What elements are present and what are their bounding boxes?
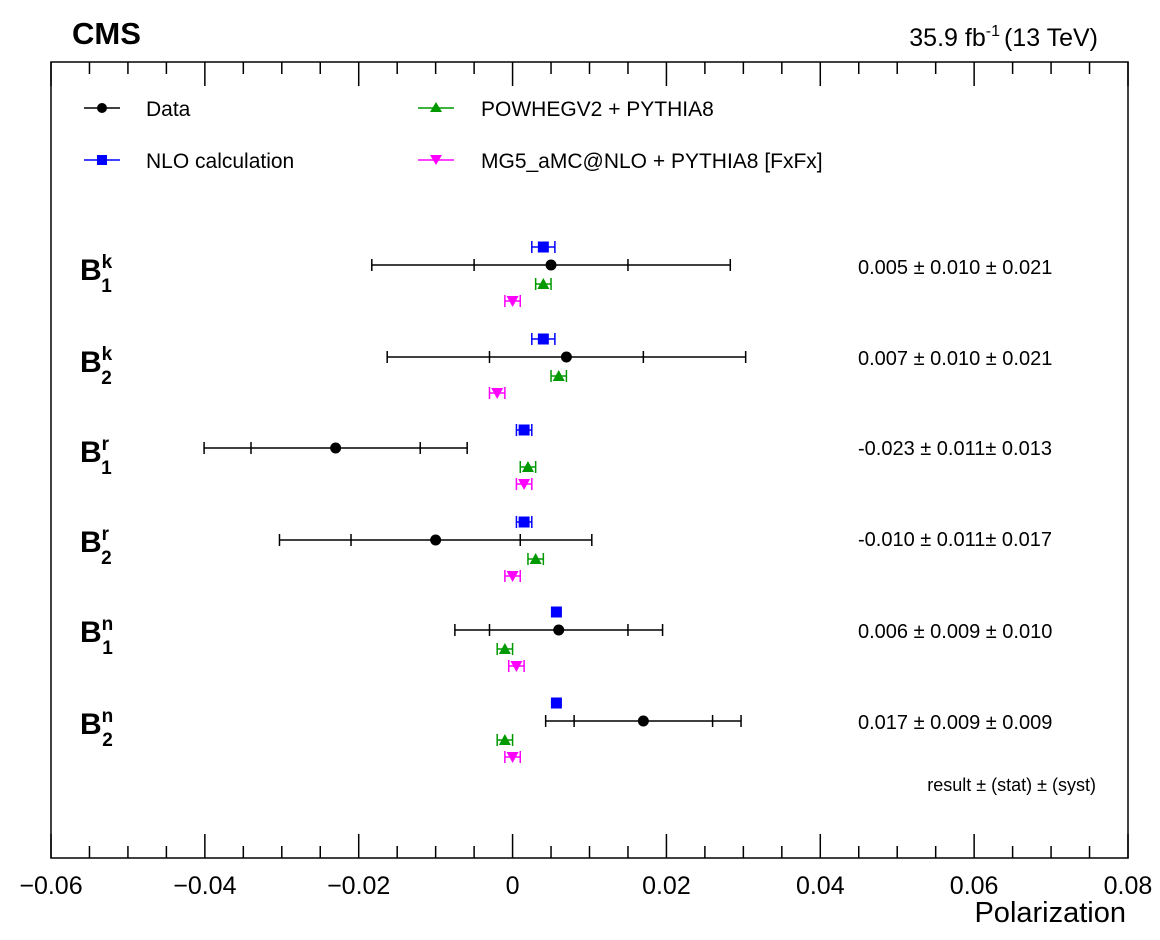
series-point-group <box>278 534 593 546</box>
series-point-group <box>550 370 568 382</box>
x-tick-label: 0.04 <box>796 872 845 900</box>
mg5-point <box>491 388 504 399</box>
mg5-point <box>506 752 519 763</box>
x-tick-label: 0 <box>506 872 520 900</box>
series-point-group <box>531 241 556 253</box>
nlo-point <box>550 606 562 618</box>
legend-entry-data: Data <box>84 98 191 121</box>
category-label: Br 2 <box>80 524 112 569</box>
legend-label-mg5: MG5_aMC@NLO + PYTHIA8 [FxFx] <box>481 150 823 173</box>
series-point-group <box>515 424 533 436</box>
legend-marker-triangle-up <box>430 102 442 112</box>
nlo-point <box>550 697 562 709</box>
legend-marker-square <box>97 155 107 165</box>
data-marks <box>203 241 747 763</box>
data-point <box>553 624 565 636</box>
x-tick-label: 0.08 <box>1104 872 1153 900</box>
nlo-point <box>518 516 530 528</box>
category-label: Bk 1 <box>80 252 113 297</box>
luminosity-energy: (13 TeV) <box>1004 24 1098 52</box>
x-tick-label: 0.06 <box>950 872 999 900</box>
legend-label-data: Data <box>146 98 191 121</box>
series-point-group <box>504 751 522 763</box>
series-point-group <box>496 643 514 655</box>
powheg-point <box>552 370 565 381</box>
series-point-group <box>534 278 552 290</box>
mg5-point <box>510 661 523 672</box>
result-text: 0.006 ± 0.009 ± 0.010 <box>858 621 1052 643</box>
series-point-group <box>454 624 664 636</box>
series-point-group <box>527 553 545 565</box>
series-point-group <box>550 606 562 618</box>
series-point-group <box>507 660 525 672</box>
result-text: -0.010 ± 0.011± 0.017 <box>858 529 1052 551</box>
experiment-label: CMS <box>72 16 141 51</box>
data-point <box>430 534 442 546</box>
legend-label-nlo: NLO calculation <box>146 150 294 173</box>
legend-entry-powheg: POWHEGV2 + PYTHIA8 <box>418 98 714 121</box>
data-point <box>637 715 649 727</box>
powheg-point <box>529 553 542 564</box>
powheg-point <box>537 278 550 289</box>
nlo-point <box>537 333 549 345</box>
result-text: 0.005 ± 0.010 ± 0.021 <box>858 257 1052 279</box>
category-label: Br 1 <box>80 434 112 479</box>
legend-marker-circle <box>97 103 107 113</box>
luminosity-label: 35.9 fb-1 (13 TeV) <box>909 23 1098 52</box>
data-point <box>545 259 557 271</box>
nlo-point <box>518 424 530 436</box>
series-point-group <box>203 442 468 454</box>
series-point-group <box>496 734 514 746</box>
luminosity-exponent: -1 <box>986 23 1000 40</box>
powheg-point <box>521 461 534 472</box>
category-label: Bn 1 <box>80 614 113 659</box>
legend-marker-triangle-down <box>430 155 442 165</box>
x-tick-label: −0.06 <box>19 872 82 900</box>
x-tick-label: 0.02 <box>642 872 691 900</box>
mg5-point <box>518 479 531 490</box>
result-text: 0.017 ± 0.009 ± 0.009 <box>858 712 1052 734</box>
series-point-group <box>488 387 506 399</box>
category-label: Bk 2 <box>80 344 113 389</box>
series-point-group <box>371 259 732 271</box>
mg5-point <box>506 571 519 582</box>
result-text: 0.007 ± 0.010 ± 0.021 <box>858 348 1052 370</box>
result-text: -0.023 ± 0.011± 0.013 <box>858 438 1052 460</box>
nlo-point <box>537 241 549 253</box>
legend: Data NLO calculation POWHEGV2 + PYTHIA8 … <box>84 98 823 173</box>
result-footnote: result ± (stat) ± (syst) <box>927 775 1096 795</box>
powheg-point <box>498 643 511 654</box>
series-point-group <box>386 351 747 363</box>
luminosity-value: 35.9 fb <box>909 24 985 52</box>
x-axis-title: Polarization <box>974 897 1126 929</box>
data-point <box>330 442 342 454</box>
series-point-group <box>504 295 522 307</box>
data-point <box>560 351 572 363</box>
plot-frame <box>50 61 1129 859</box>
x-tick-label: −0.04 <box>173 872 236 900</box>
series-point-group <box>544 715 742 727</box>
series-point-group <box>515 516 533 528</box>
mg5-point <box>506 296 519 307</box>
series-point-group <box>519 461 537 473</box>
legend-label-powheg: POWHEGV2 + PYTHIA8 <box>481 98 714 121</box>
legend-entry-nlo: NLO calculation <box>84 150 294 173</box>
x-axis: −0.06 −0.04 −0.02 0 0.02 0.04 0.06 0.08 <box>19 62 1152 900</box>
legend-entry-mg5: MG5_aMC@NLO + PYTHIA8 [FxFx] <box>418 150 823 173</box>
series-point-group <box>531 333 556 345</box>
series-point-group <box>515 478 533 490</box>
category-label: Bn 2 <box>80 706 113 751</box>
category-labels: Bk 1 Bk 2 Br 1 Br 2 Bn 1 Bn 2 <box>80 252 113 751</box>
x-tick-label: −0.02 <box>327 872 390 900</box>
series-point-group <box>504 570 522 582</box>
powheg-point <box>498 734 511 745</box>
series-point-group <box>550 697 562 709</box>
result-texts: 0.005 ± 0.010 ± 0.021 0.007 ± 0.010 ± 0.… <box>858 257 1096 795</box>
